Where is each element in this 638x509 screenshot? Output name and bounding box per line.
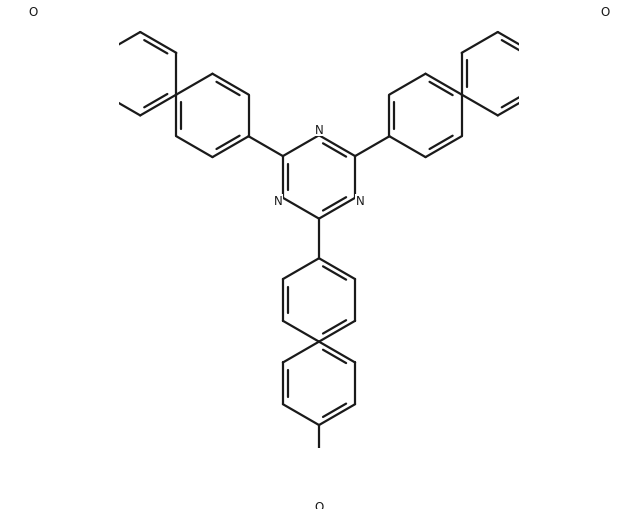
Text: N: N: [274, 194, 283, 208]
Text: O: O: [600, 7, 609, 19]
Text: N: N: [315, 124, 323, 137]
Text: N: N: [355, 194, 364, 208]
Text: O: O: [29, 7, 38, 19]
Text: O: O: [315, 500, 323, 509]
